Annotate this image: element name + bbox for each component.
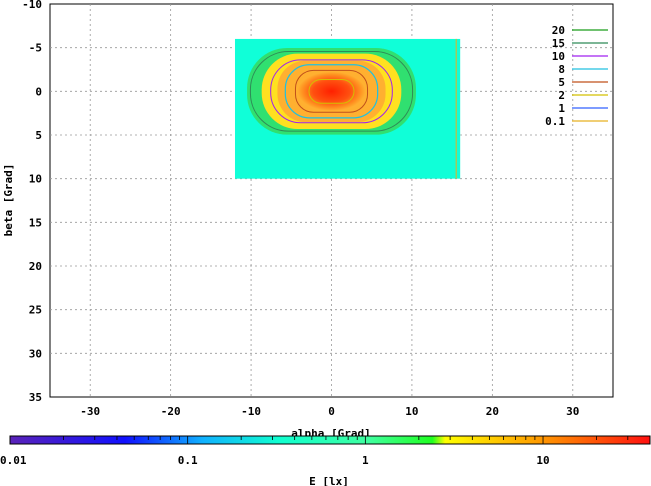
legend-label: 1	[558, 102, 565, 115]
colorbar-tick-label: 0.01	[0, 454, 27, 467]
legend-label: 5	[558, 76, 565, 89]
legend-label: 8	[558, 63, 565, 76]
colorbar-tick-label: 1	[362, 454, 369, 467]
contour-line-mid	[270, 59, 393, 124]
x-tick-label: -20	[161, 405, 181, 418]
x-tick-label: 10	[405, 405, 418, 418]
heatmap-hot-core	[297, 71, 366, 111]
legend-label: 0.1	[545, 115, 565, 128]
x-tick-label: -30	[80, 405, 100, 418]
colorbar-tick-label: 0.1	[178, 454, 198, 467]
contour-line-outer	[249, 51, 414, 132]
colorbar-label: E [lx]	[309, 475, 349, 486]
y-tick-label: 10	[29, 173, 42, 186]
legend-label: 10	[552, 50, 565, 63]
colorbar	[9, 435, 651, 445]
y-tick-label: 15	[29, 216, 42, 229]
y-tick-label: -5	[29, 42, 42, 55]
x-tick-label: 30	[566, 405, 579, 418]
contour-line-inner	[284, 64, 379, 119]
y-tick-label: 25	[29, 304, 42, 317]
y-tick-label: 35	[29, 391, 42, 404]
colorbar-tick-label: 10	[536, 454, 549, 467]
legend-label: 2	[558, 89, 565, 102]
colorbar-ticks	[9, 436, 651, 444]
colorbar-tick-labels: 0.01 0.1 1 10	[0, 454, 550, 467]
y-tick-label: 20	[29, 260, 42, 273]
y-axis-label: beta [Grad]	[2, 164, 15, 237]
y-tick-label: 0	[35, 85, 42, 98]
legend-label: 15	[552, 37, 565, 50]
x-tick-label: 0	[328, 405, 335, 418]
heatmap	[234, 38, 461, 179]
legend-label: 20	[552, 24, 565, 37]
x-tick-labels: -30 -20 -10 0 10 20 30	[80, 405, 579, 418]
y-tick-label: 30	[29, 347, 42, 360]
y-tick-label: 5	[35, 129, 42, 142]
y-tick-labels: -10 -5 0 5 10 15 20 25 30 35	[22, 0, 42, 404]
x-tick-label: -10	[241, 405, 261, 418]
contour-line-core	[294, 69, 369, 113]
y-tick-label: -10	[22, 0, 42, 11]
x-tick-label: 20	[486, 405, 499, 418]
contour-line-peak	[308, 78, 355, 104]
